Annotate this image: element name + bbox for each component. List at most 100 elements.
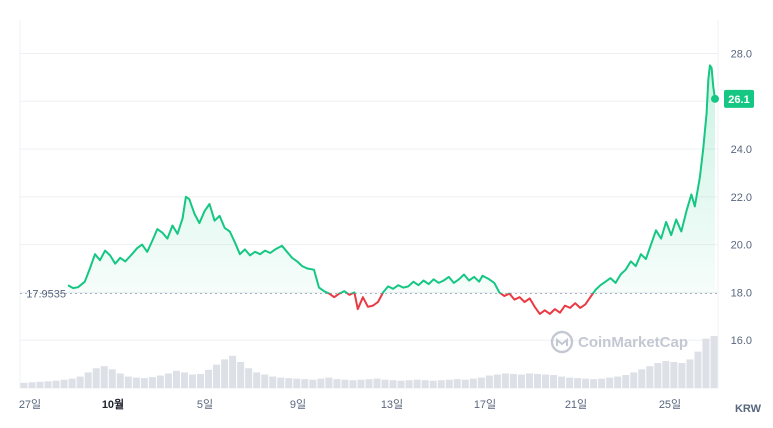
volume-bar (172, 370, 180, 388)
volume-bar (213, 364, 221, 388)
volume-bar (405, 380, 413, 388)
x-tick-label: 25일 (659, 397, 681, 411)
volume-bar (509, 373, 517, 388)
volume-bar (60, 379, 68, 388)
volume-bar (261, 374, 269, 388)
volume-bar (164, 373, 172, 388)
x-tick-label: 5일 (197, 397, 213, 411)
x-tick-label: 10월 (102, 397, 124, 411)
price-line (67, 64, 716, 315)
volume-bar (293, 378, 301, 388)
price-area-fill (68, 65, 715, 294)
volume-bar (678, 363, 686, 388)
volume-bar (188, 374, 197, 388)
volume-bar (477, 377, 485, 388)
volume-bar (453, 379, 461, 388)
volume-bar (590, 379, 598, 388)
volume-bar (309, 379, 317, 388)
volume-bar (349, 380, 357, 388)
volume-bar (485, 375, 493, 388)
volume-bar (341, 379, 349, 388)
volume-bar (445, 379, 453, 388)
volume-bar (694, 351, 702, 388)
volume-bar (28, 382, 36, 388)
volume-bar (397, 380, 405, 388)
x-axis: 27일 10월 5일 9일 13일 17일 21일 25일 (19, 397, 681, 411)
volume-bar (686, 359, 694, 388)
volume-bar (317, 378, 325, 388)
volume-bar (76, 376, 84, 388)
volume-bar (20, 382, 28, 388)
volume-bar (630, 372, 638, 388)
volume-bar (108, 369, 116, 388)
volume-bar (357, 379, 365, 388)
volume-bar (550, 375, 558, 388)
volume-bar (365, 379, 373, 388)
y-tick-label: 28.0 (731, 48, 752, 60)
volume-bar (269, 376, 277, 388)
y-tick-label: 20.0 (731, 240, 752, 252)
x-tick-label: 13일 (381, 397, 403, 411)
volume-bar (413, 379, 421, 388)
volume-bar (180, 372, 188, 388)
volume-bar (197, 373, 205, 388)
volume-bar (469, 378, 477, 388)
x-tick-label: 17일 (474, 397, 496, 411)
volume-bar (541, 374, 550, 388)
grid-lines (19, 20, 719, 389)
x-tick-label: 9일 (290, 397, 306, 411)
watermark-text: CoinMarketCap (578, 334, 688, 351)
volume-bar (44, 381, 52, 388)
volume-bar (205, 369, 213, 388)
volume-bar (501, 373, 509, 388)
currency-unit-label: KRW (735, 403, 762, 415)
volume-bar (710, 336, 718, 388)
volume-bar (140, 378, 148, 388)
volume-bar (638, 369, 646, 388)
volume-bar (277, 377, 285, 388)
price-line-up (67, 64, 716, 294)
volume-bar (525, 373, 533, 388)
volume-bar (333, 379, 341, 388)
volume-bar (437, 380, 445, 388)
volume-bar (533, 373, 541, 388)
x-tick-label: 27일 (19, 397, 41, 411)
volume-bar (654, 363, 662, 388)
volume-bar (646, 366, 654, 388)
volume-bar (373, 378, 381, 388)
volume-bar (285, 378, 293, 388)
volume-bar (221, 359, 229, 388)
volume-bar (662, 360, 670, 388)
volume-bar (429, 380, 437, 388)
volume-bar (229, 355, 237, 388)
volume-bar (124, 376, 132, 388)
volume-bar (36, 381, 44, 388)
coinmarketcap-logo-icon (550, 330, 574, 354)
volume-bar (622, 375, 630, 388)
volume-bar (517, 374, 525, 388)
volume-bar (421, 380, 429, 388)
volume-bar (381, 379, 389, 388)
volume-bar (389, 380, 397, 388)
current-price-dot (711, 94, 719, 103)
volume-bar (598, 378, 606, 388)
volume-bar (237, 362, 245, 388)
volume-bar (566, 377, 574, 388)
volume-bar (148, 377, 156, 388)
volume-bar (116, 373, 124, 388)
y-tick-label: 24.0 (731, 144, 752, 156)
volume-bar (558, 376, 566, 388)
volume-bar (574, 378, 582, 388)
volume-bar (68, 378, 76, 388)
volume-bar (325, 377, 333, 388)
reference-value-label: 17.9535 (26, 289, 66, 301)
price-area (68, 65, 715, 294)
volume-bar (52, 380, 60, 388)
volume-bar (493, 374, 501, 388)
volume-bar (92, 368, 100, 388)
volume-bar (156, 375, 164, 388)
volume-bar (702, 338, 710, 388)
volume-bar (670, 362, 678, 388)
